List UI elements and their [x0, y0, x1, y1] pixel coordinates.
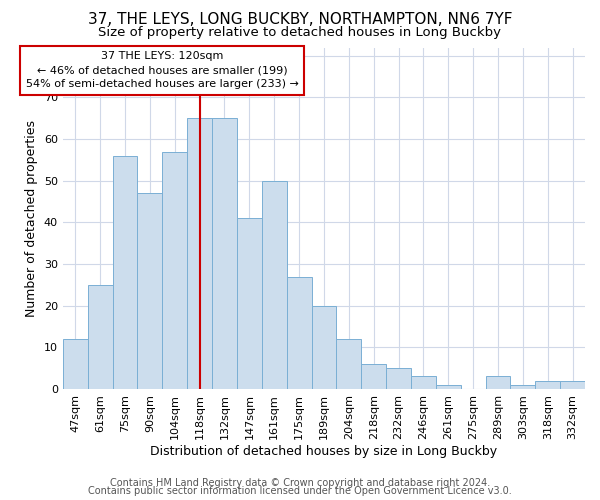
Bar [113, 156, 137, 389]
Bar [262, 181, 287, 389]
Bar [212, 118, 237, 389]
Bar [187, 118, 212, 389]
Bar [63, 339, 88, 389]
Bar [361, 364, 386, 389]
Text: Size of property relative to detached houses in Long Buckby: Size of property relative to detached ho… [98, 26, 502, 39]
Bar [287, 276, 311, 389]
Text: Contains HM Land Registry data © Crown copyright and database right 2024.: Contains HM Land Registry data © Crown c… [110, 478, 490, 488]
Bar [436, 385, 461, 389]
Bar [535, 380, 560, 389]
Bar [485, 376, 511, 389]
Bar [88, 285, 113, 389]
X-axis label: Distribution of detached houses by size in Long Buckby: Distribution of detached houses by size … [151, 444, 497, 458]
Bar [163, 152, 187, 389]
Bar [311, 306, 337, 389]
Bar [237, 218, 262, 389]
Text: Contains public sector information licensed under the Open Government Licence v3: Contains public sector information licen… [88, 486, 512, 496]
Bar [137, 193, 163, 389]
Text: 37, THE LEYS, LONG BUCKBY, NORTHAMPTON, NN6 7YF: 37, THE LEYS, LONG BUCKBY, NORTHAMPTON, … [88, 12, 512, 28]
Text: 37 THE LEYS: 120sqm
← 46% of detached houses are smaller (199)
54% of semi-detac: 37 THE LEYS: 120sqm ← 46% of detached ho… [26, 52, 299, 90]
Bar [337, 339, 361, 389]
Bar [511, 385, 535, 389]
Bar [386, 368, 411, 389]
Bar [411, 376, 436, 389]
Bar [560, 380, 585, 389]
Y-axis label: Number of detached properties: Number of detached properties [25, 120, 38, 316]
